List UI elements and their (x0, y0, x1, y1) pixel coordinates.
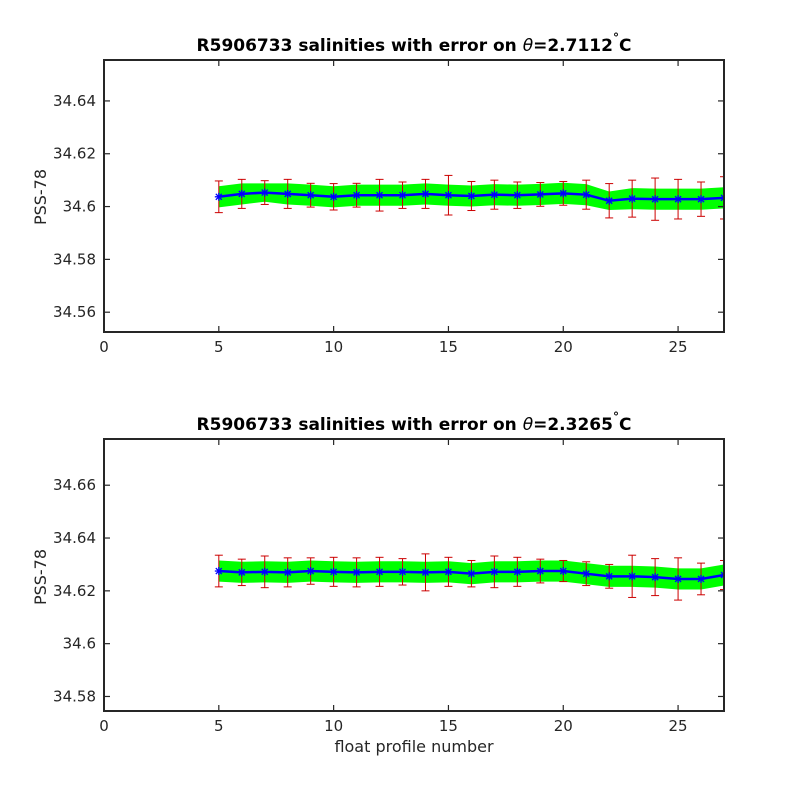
y-axis-label: PSS-78 (31, 169, 50, 225)
data-point (283, 568, 292, 577)
data-point (490, 190, 499, 199)
data-point (582, 190, 591, 199)
chart-title: R5906733 salinities with error on θ=2.71… (197, 31, 632, 56)
data-point (375, 191, 384, 200)
data-point (674, 195, 683, 204)
error-bar (720, 559, 724, 591)
y-tick-label: 34.6 (63, 635, 96, 653)
data-point (467, 192, 476, 200)
data-point (697, 195, 706, 204)
data-point (674, 574, 683, 583)
x-tick-label: 20 (554, 338, 573, 356)
data-point (444, 567, 453, 576)
x-tick-label: 5 (214, 338, 224, 356)
x-tick-label: 25 (669, 338, 688, 356)
data-point (237, 189, 246, 198)
data-point (398, 567, 407, 576)
chart-panel-top: R5906733 salinities with error on θ=2.71… (31, 31, 725, 356)
data-point (628, 194, 637, 203)
data-point (306, 567, 315, 576)
data-point (352, 191, 361, 200)
data-point (582, 569, 591, 578)
x-axis-label: float profile number (334, 737, 494, 756)
x-tick-label: 20 (554, 717, 573, 735)
x-tick-label: 15 (439, 338, 458, 356)
data-point (260, 567, 269, 576)
data-point (536, 567, 545, 576)
data-point (490, 567, 499, 576)
data-point (421, 568, 430, 577)
data-point (375, 567, 384, 576)
x-tick-label: 10 (324, 338, 343, 356)
data-point (605, 572, 614, 581)
y-tick-label: 34.6 (63, 198, 96, 216)
plot-area: 0 5 10 15 20 25 34.56 34.58 34.6 34.62 34.64 (53, 59, 725, 356)
error-bar (720, 176, 724, 220)
x-tick-label: 5 (214, 717, 224, 735)
y-tick-label: 34.58 (53, 250, 96, 268)
data-point (444, 191, 453, 200)
y-tick-label: 34.66 (53, 476, 96, 494)
data-point (352, 568, 361, 577)
chart-panel-bottom: R5906733 salinities with error on θ=2.32… (31, 410, 725, 756)
x-tick-label: 0 (99, 717, 109, 735)
x-tick-label: 15 (439, 717, 458, 735)
x-tick-label: 0 (99, 338, 109, 356)
data-point (329, 567, 338, 576)
axes-frame (103, 438, 725, 712)
y-tick-label: 34.62 (53, 145, 96, 163)
data-point (421, 189, 430, 198)
data-point (628, 572, 637, 581)
data-point (398, 191, 407, 200)
data-point (605, 196, 614, 205)
data-point (651, 573, 660, 582)
x-tick-label: 10 (324, 717, 343, 735)
x-tick-label: 25 (669, 717, 688, 735)
chart-title: R5906733 salinities with error on θ=2.32… (197, 410, 632, 435)
data-point (237, 568, 246, 577)
data-point (513, 567, 522, 576)
y-axis-label: PSS-78 (31, 549, 50, 605)
plot-area: 0 5 10 15 20 25 34.58 34.6 34.62 34.64 34.66 (53, 438, 725, 735)
data-point (306, 191, 315, 200)
y-tick-label: 34.64 (53, 92, 96, 110)
y-tick-label: 34.62 (53, 582, 96, 600)
data-point (214, 192, 223, 201)
data-point (651, 195, 660, 204)
data-point (329, 192, 338, 201)
y-tick-label: 34.56 (53, 303, 96, 321)
data-point (536, 190, 545, 199)
data-point (697, 574, 706, 583)
data-point (513, 191, 522, 200)
data-point (720, 571, 724, 579)
y-tick-label: 34.58 (53, 687, 96, 705)
data-point (559, 567, 568, 576)
data-point (283, 189, 292, 198)
data-point (720, 193, 724, 202)
y-tick-label: 34.64 (53, 529, 96, 547)
data-point (260, 188, 269, 197)
data-point (559, 189, 568, 198)
data-point (214, 567, 223, 576)
data-point (467, 569, 476, 578)
axes-frame (103, 59, 725, 333)
